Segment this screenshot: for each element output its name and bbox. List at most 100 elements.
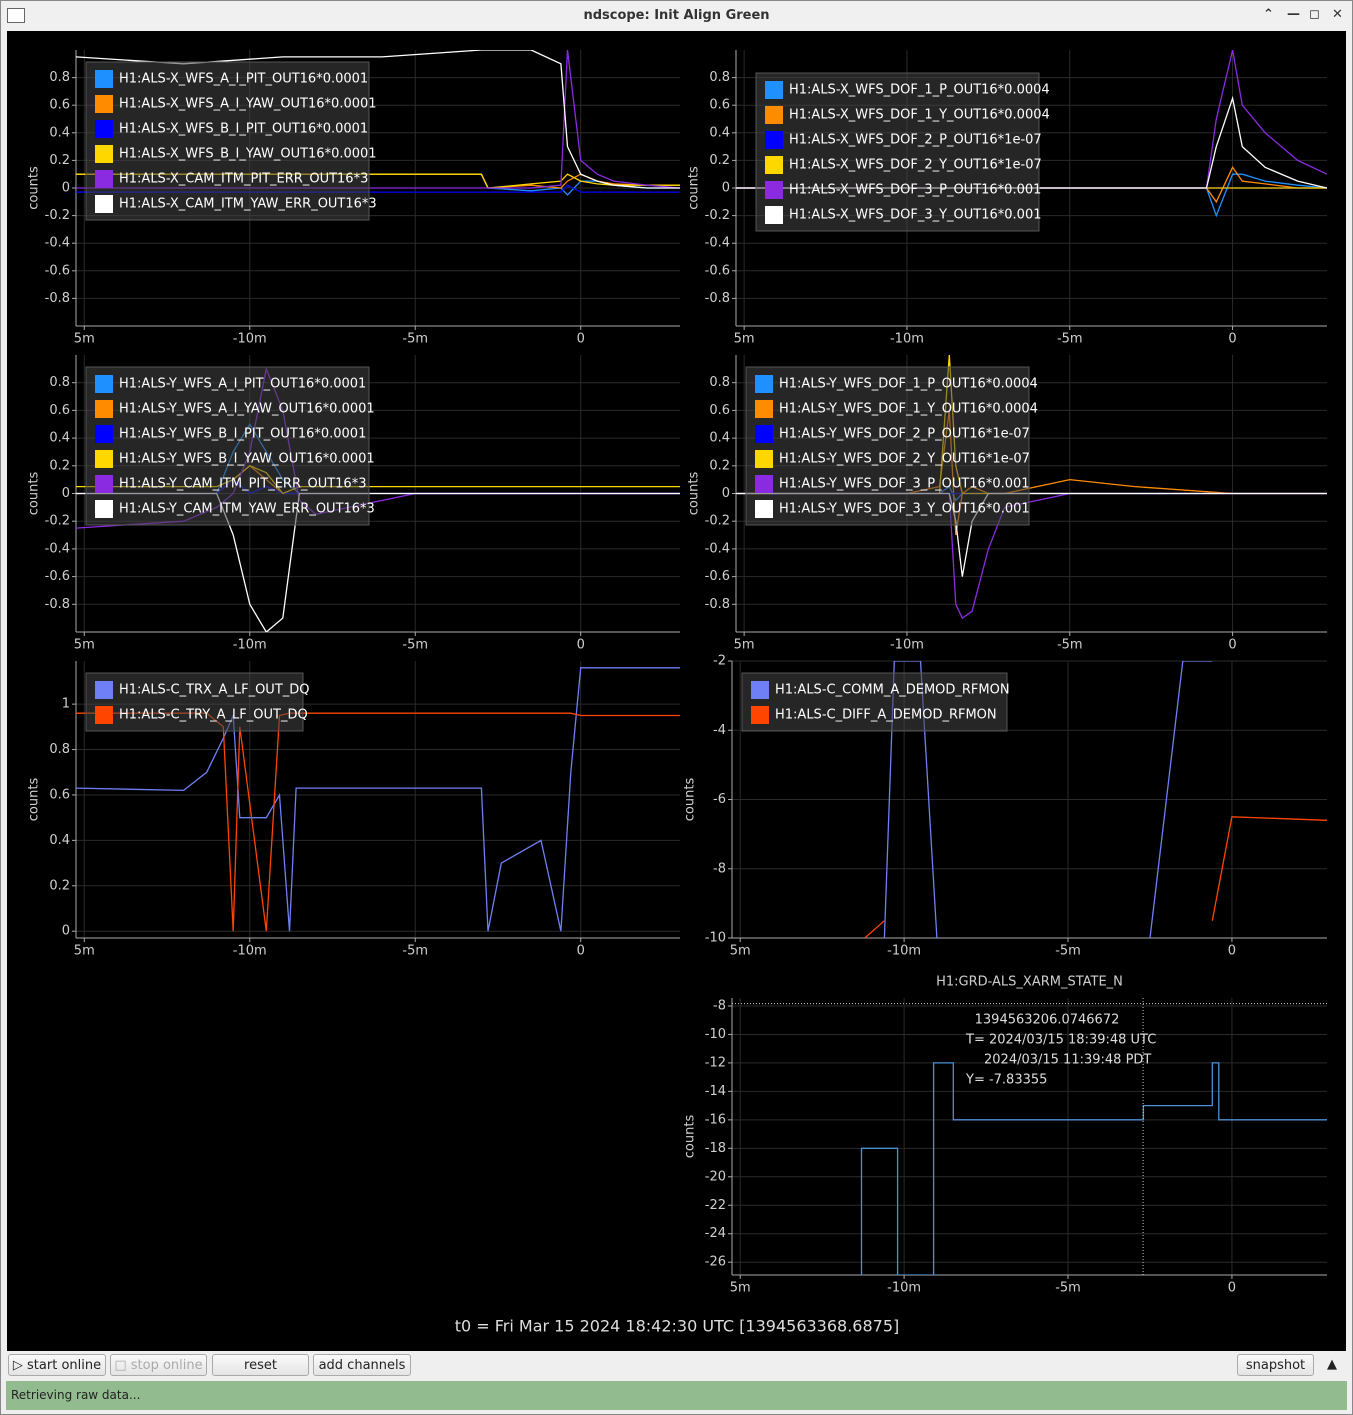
x-tick-label: -5m (402, 332, 428, 347)
y-tick-label: 0.2 (709, 458, 730, 473)
legend-label: H1:ALS-Y_WFS_B_I_YAW_OUT16*0.0001 (119, 452, 375, 467)
cursor-label: 2024/03/15 11:39:48 PDT (984, 1053, 1151, 1068)
x-tick-label: 5m (74, 638, 95, 653)
y-tick-label: -2 (713, 654, 726, 669)
legend-label: H1:ALS-Y_CAM_ITM_YAW_ERR_OUT16*3 (119, 502, 375, 517)
x-tick-label: 0 (577, 944, 585, 959)
y-axis-label: counts (683, 1115, 698, 1159)
legend-box (85, 61, 370, 221)
y-tick-label: -22 (705, 1198, 726, 1213)
y-tick-label: -24 (705, 1226, 726, 1241)
y-tick-label: 0.6 (49, 98, 70, 113)
legend-label: H1:ALS-C_TRX_A_LF_OUT_DQ (119, 683, 310, 698)
window-shade[interactable]: ⌃ (1263, 7, 1274, 22)
stop-online-button: □ stop online (110, 1354, 207, 1376)
y-axis-label: counts (27, 166, 42, 210)
legend-box (85, 366, 370, 526)
plot: -0.8 -0.6 -0.4 -0.2 0 0.2 0.4 0.6 0.8 5m -10m -5m 0 c… (27, 355, 680, 653)
y-tick-label: -0.6 (705, 263, 730, 278)
legend-label: H1:ALS-X_CAM_ITM_YAW_ERR_OUT16*3 (119, 197, 377, 212)
collapse-button[interactable]: ▲ (1327, 1357, 1337, 1372)
y-tick-label: -26 (705, 1255, 726, 1270)
x-tick-label: -5m (402, 638, 428, 653)
x-tick-label: 0 (1228, 1281, 1236, 1296)
legend-label: H1:ALS-X_WFS_B_I_YAW_OUT16*0.0001 (119, 147, 377, 162)
legend-label: H1:ALS-X_WFS_DOF_3_Y_OUT16*0.001 (789, 208, 1042, 223)
y-tick-label: 0.2 (49, 878, 70, 893)
window-maximize[interactable]: ◻ (1309, 7, 1320, 22)
legend-swatch (95, 500, 113, 518)
x-tick-label: -5m (1055, 944, 1081, 959)
y-tick-label: -0.8 (705, 597, 730, 612)
x-tick-label: -10m (887, 944, 921, 959)
legend-box (755, 72, 1040, 232)
reset-button[interactable]: reset (212, 1354, 309, 1376)
legend-swatch (95, 195, 113, 213)
y-tick-label: -20 (705, 1169, 726, 1184)
legend-swatch (751, 681, 769, 699)
window-close[interactable]: ✕ (1332, 7, 1343, 22)
y-tick-label: 0.6 (49, 787, 70, 802)
legend-swatch (765, 181, 783, 199)
y-tick-label: -0.4 (705, 236, 730, 251)
legend-swatch (765, 81, 783, 99)
plot-title: H1:GRD-ALS_XARM_STATE_N (936, 975, 1123, 990)
legend-swatch (95, 681, 113, 699)
y-tick-label: 0.8 (709, 375, 730, 390)
snapshot-button[interactable]: snapshot (1237, 1354, 1314, 1376)
x-tick-label: -10m (887, 1281, 921, 1296)
start-online-button[interactable]: ▷ start online (8, 1354, 106, 1376)
legend-swatch (95, 400, 113, 418)
x-tick-label: -5m (402, 944, 428, 959)
legend-swatch (95, 70, 113, 88)
plot: -10 -8 -6 -4 -2 5m -10m -5m 0 counts H1:ALS-C_COMM… (683, 654, 1327, 959)
y-tick-label: -0.4 (705, 541, 730, 556)
y-tick-label: 0.8 (709, 70, 730, 85)
x-tick-label: -10m (233, 332, 267, 347)
y-axis-label: counts (687, 166, 702, 210)
add-channels-button[interactable]: add channels (313, 1354, 411, 1376)
legend-swatch (755, 375, 773, 393)
y-tick-label: -0.8 (45, 597, 70, 612)
y-tick-label: -0.6 (705, 569, 730, 584)
legend-swatch (755, 450, 773, 468)
y-tick-label: -18 (705, 1141, 726, 1156)
y-tick-label: 1 (62, 697, 70, 712)
y-tick-label: 0.6 (709, 98, 730, 113)
legend-label: H1:ALS-Y_WFS_DOF_1_Y_OUT16*0.0004 (779, 402, 1038, 417)
trace (860, 1062, 1327, 1275)
plot: -26 -24 -22 -20 -18 -16 -14 -12 -10 -8 5m -10m -5m 0 c… (683, 975, 1327, 1296)
x-tick-label: 5m (730, 1281, 751, 1296)
legend-swatch (95, 706, 113, 724)
legend-swatch (755, 500, 773, 518)
legend-label: H1:ALS-Y_CAM_ITM_PIT_ERR_OUT16*3 (119, 477, 366, 492)
y-tick-label: -8 (713, 861, 726, 876)
legend-swatch (95, 450, 113, 468)
legend-swatch (95, 475, 113, 493)
x-tick-label: -5m (1057, 638, 1083, 653)
trace (883, 661, 1213, 938)
legend-label: H1:ALS-Y_WFS_DOF_1_P_OUT16*0.0004 (779, 377, 1038, 392)
legend-label: H1:ALS-Y_WFS_DOF_2_P_OUT16*1e-07 (779, 427, 1030, 442)
x-tick-label: -10m (890, 332, 924, 347)
plot: 0 0.2 0.4 0.6 0.8 1 5m -10m -5m 0 counts H1:ALS-C_T… (27, 661, 680, 959)
plot: -0.8 -0.6 -0.4 -0.2 0 0.2 0.4 0.6 0.8 5m -10m -5m 0 c… (687, 355, 1327, 653)
y-tick-label: 0.6 (49, 403, 70, 418)
traces (860, 1062, 1327, 1275)
plot-area: t0 = Fri Mar 15 2024 18:42:30 UTC [13945… (7, 31, 1346, 1351)
x-tick-label: 5m (74, 332, 95, 347)
legend-label: H1:ALS-C_DIFF_A_DEMOD_RFMON (775, 708, 997, 723)
y-tick-label: 0 (722, 486, 730, 501)
x-tick-label: 0 (577, 638, 585, 653)
window-minimize[interactable]: — (1287, 7, 1300, 22)
y-tick-label: -0.8 (705, 291, 730, 306)
x-tick-label: 5m (734, 332, 755, 347)
x-tick-label: -5m (1057, 332, 1083, 347)
y-axis-label: counts (27, 472, 42, 516)
traces (864, 661, 1327, 938)
y-tick-label: -16 (705, 1112, 726, 1127)
legend-swatch (95, 145, 113, 163)
legend-label: H1:ALS-Y_WFS_DOF_3_Y_OUT16*0.001 (779, 502, 1030, 517)
cursor-label: Y= -7.83355 (965, 1073, 1047, 1088)
x-tick-label: -10m (233, 944, 267, 959)
